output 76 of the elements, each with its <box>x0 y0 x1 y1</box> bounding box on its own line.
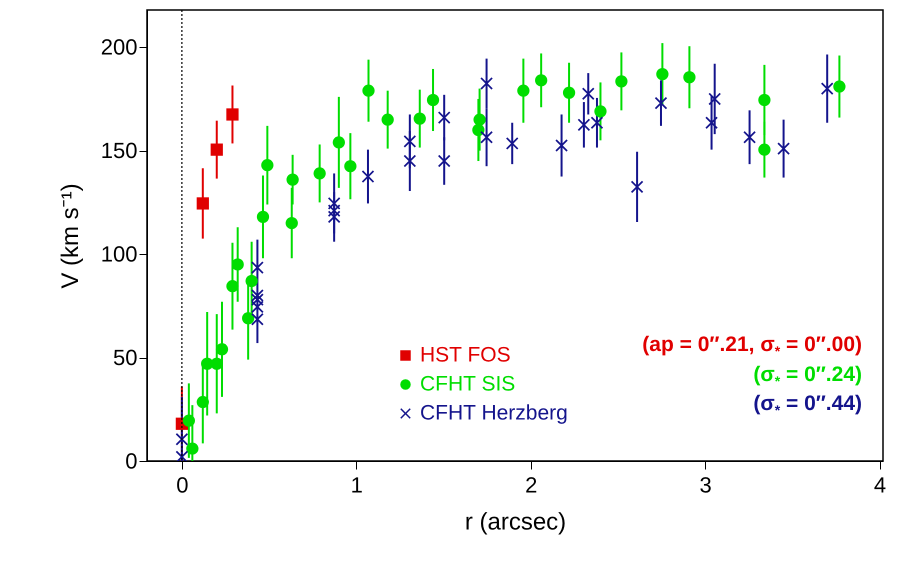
point <box>683 71 696 84</box>
point <box>404 154 416 168</box>
point <box>743 131 756 144</box>
point <box>196 197 209 210</box>
point <box>314 167 326 180</box>
point <box>216 343 228 356</box>
point <box>594 105 607 118</box>
y-tick-label: 50 <box>113 345 138 370</box>
point <box>535 74 548 86</box>
point <box>226 108 239 121</box>
point <box>426 94 440 106</box>
point <box>261 159 274 172</box>
point <box>246 274 258 288</box>
point <box>758 144 771 156</box>
point <box>414 112 426 125</box>
point <box>438 111 450 124</box>
point <box>705 116 718 129</box>
y-tick-label: 150 <box>100 138 138 164</box>
point <box>654 96 668 110</box>
point <box>186 442 198 455</box>
annotation: (σ$_{*}$ = 0″.44) <box>753 392 862 418</box>
y-axis-title: V (km s⁻¹) <box>56 183 84 289</box>
legend-label: HST FOS <box>420 344 511 366</box>
point <box>555 139 568 152</box>
point <box>473 114 486 126</box>
point <box>182 414 195 427</box>
x-tick-label: 4 <box>874 472 886 498</box>
annotation: (ap = 0″.21, σ$_{*}$ = 0″.00) <box>642 333 862 360</box>
legend-label: CFHT SIS <box>420 372 516 396</box>
point <box>506 137 518 150</box>
point <box>480 77 493 90</box>
point <box>251 261 264 274</box>
point <box>256 210 270 223</box>
point <box>242 312 254 324</box>
point <box>196 396 209 408</box>
point <box>176 433 188 446</box>
point <box>656 68 668 80</box>
point <box>517 84 530 97</box>
point <box>362 84 375 97</box>
y-tick-label: 0 <box>125 448 138 474</box>
y-tick-label: 200 <box>100 34 138 60</box>
point <box>226 280 239 292</box>
point <box>362 170 374 183</box>
x-tick-label: 1 <box>350 472 363 498</box>
point <box>562 86 576 99</box>
point <box>210 144 223 156</box>
point <box>615 75 628 88</box>
point <box>480 131 493 144</box>
point <box>833 80 846 93</box>
point <box>438 154 450 168</box>
y-tick-label: 100 <box>100 242 138 267</box>
point <box>630 180 644 194</box>
point <box>582 88 594 100</box>
point <box>758 94 771 106</box>
point <box>578 118 590 131</box>
point <box>286 216 298 230</box>
legend-label: CFHT Herzberg <box>420 402 568 424</box>
point <box>251 313 264 326</box>
point <box>344 160 356 172</box>
x-tick-label: 2 <box>525 472 538 498</box>
point <box>286 174 299 186</box>
point <box>382 114 394 126</box>
point <box>821 82 834 95</box>
point <box>708 92 721 106</box>
point <box>590 116 604 129</box>
point <box>777 142 790 155</box>
point <box>328 210 340 224</box>
point <box>251 300 264 313</box>
point <box>176 450 188 461</box>
point <box>404 135 416 148</box>
x-tick-label: 0 <box>176 472 189 498</box>
x-axis-title: r (arcsec) <box>464 508 566 536</box>
annotation: (σ$_{*}$ = 0″.24) <box>753 362 862 389</box>
point <box>332 136 345 149</box>
point <box>232 258 244 271</box>
x-tick-label: 3 <box>699 472 712 498</box>
